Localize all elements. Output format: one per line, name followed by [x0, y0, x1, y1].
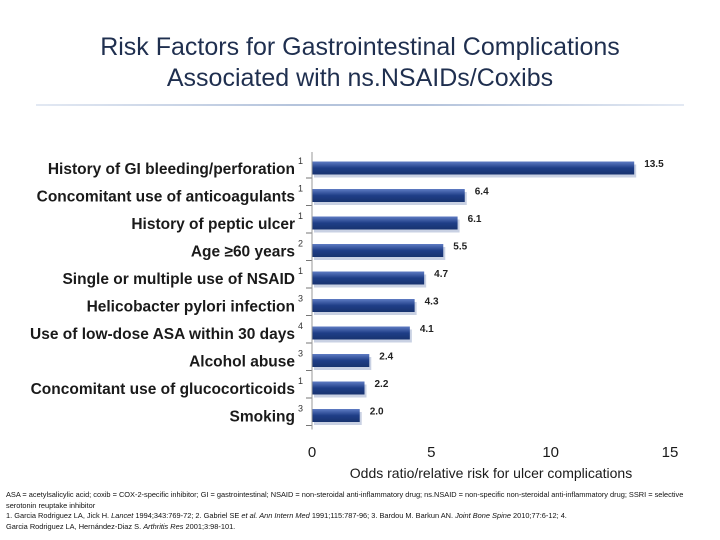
value-label: 2.2 [375, 379, 389, 390]
category-label: Concomitant use of anticoagulants [37, 189, 295, 206]
value-label: 13.5 [644, 159, 664, 170]
ref-1-details: 1994;343:769-72; 2. Gabriel SE [133, 511, 242, 520]
category-label: Helicobacter pylori infection [87, 299, 295, 316]
ref-1-authors: 1. Garcia Rodriguez LA, Jick H. [6, 511, 112, 520]
ref-2-journal: et al. Ann Intern Med [241, 511, 310, 520]
footnote-abbreviations: ASA = acetylsalicylic acid; coxib = COX-… [6, 490, 684, 510]
value-label: 4.3 [425, 297, 439, 308]
bar [312, 161, 635, 175]
bar [312, 216, 458, 230]
category-label: History of peptic ulcer [131, 216, 295, 233]
ref-1-journal: Lancet [111, 511, 134, 520]
category-label: Alcohol abuse [189, 354, 295, 371]
value-label: 6.1 [468, 214, 482, 225]
reference-superscript: 3 [298, 294, 303, 304]
ref-2-details: 1991;115:787-96; 3. Bardou M. Barkun AN. [309, 511, 456, 520]
ref-4-details: 2001;3:98-101. [183, 521, 236, 531]
value-label: 2.0 [370, 407, 384, 418]
x-axis-label: Odds ratio/relative risk for ulcer compl… [350, 465, 632, 481]
reference-superscript: 1 [298, 266, 303, 276]
category-label: Single or multiple use of NSAID [62, 271, 295, 288]
bar [312, 409, 360, 422]
reference-superscript: 2 [298, 239, 303, 249]
title-divider [36, 104, 684, 106]
value-label: 2.4 [379, 352, 393, 363]
bar [312, 381, 365, 395]
reference-superscript: 1 [298, 376, 303, 386]
category-label: Smoking [230, 409, 295, 426]
bar [312, 299, 415, 312]
value-label: 5.5 [453, 242, 467, 253]
x-tick-label: 5 [427, 444, 435, 461]
title-line-1: Risk Factors for Gastrointestinal Compli… [100, 33, 620, 61]
footnote-references: 1. Garcia Rodriguez LA, Jick H. Lancet 1… [6, 511, 714, 532]
category-label: History of GI bleeding/perforation [48, 161, 295, 178]
title-line-2: Associated with ns.NSAIDs/Coxibs [166, 64, 554, 92]
x-tick-label: 15 [662, 444, 679, 461]
reference-superscript: 1 [298, 184, 303, 194]
ref-4-authors: Garcia Rodriguez LA, Hernández-Diaz S. [6, 521, 144, 531]
bar [312, 189, 465, 202]
bar [312, 354, 370, 367]
ref-3-journal: Joint Bone Spine [455, 511, 511, 520]
category-label: Age ≥60 years [191, 244, 295, 261]
ref-3-details: 2010;77:6-12; 4. [510, 511, 567, 520]
bar [312, 326, 410, 340]
reference-superscript: 1 [298, 211, 303, 221]
value-label: 4.1 [420, 324, 434, 335]
risk-factor-bar-chart: History of GI bleeding/perforation 1 13.5C… [30, 152, 679, 481]
reference-superscript: 1 [298, 156, 303, 166]
x-tick-label: 10 [542, 444, 559, 461]
ref-4-journal: Arthritis Res [143, 521, 184, 531]
reference-superscript: 3 [298, 349, 303, 359]
value-label: 4.7 [434, 269, 448, 280]
reference-superscript: 4 [298, 321, 303, 331]
x-tick-label: 0 [308, 444, 316, 461]
slide-title: Risk Factors for Gastrointestinal Compli… [0, 32, 720, 94]
bar [312, 271, 425, 285]
category-label: Concomitant use of glucocorticoids [31, 381, 295, 398]
reference-superscript: 3 [298, 404, 303, 414]
bar [312, 244, 444, 257]
footnote: ASA = acetylsalicylic acid; coxib = COX-… [6, 490, 714, 532]
value-label: 6.4 [475, 187, 489, 198]
category-label: Use of low-dose ASA within 30 days [30, 326, 295, 343]
